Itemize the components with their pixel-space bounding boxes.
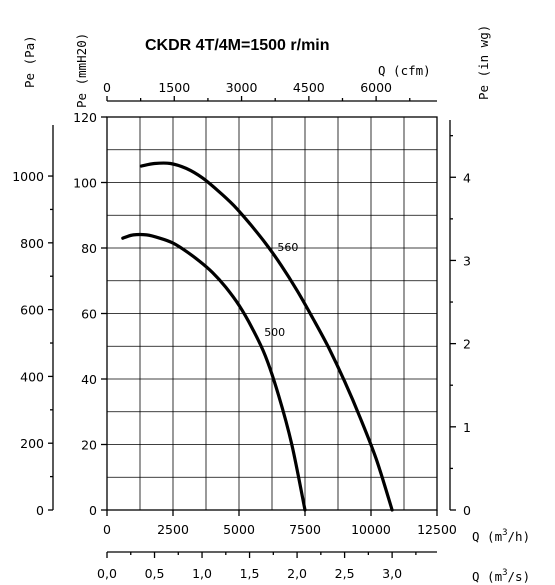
y-tick-label-mmh2o: 80 <box>81 241 97 256</box>
y-tick-label-mmh2o: 100 <box>73 176 97 191</box>
y-tick-label-mmh2o: 60 <box>81 307 97 322</box>
series-line-560 <box>139 161 394 512</box>
x-axis-label-m3h-suffix: /h) <box>508 529 531 544</box>
y-tick-label-pa: 1000 <box>12 169 44 184</box>
y-tick-label-inwg: 0 <box>463 503 471 518</box>
y-tick-label-mmh2o: 40 <box>81 372 97 387</box>
y-tick-label-mmh2o: 120 <box>73 110 97 125</box>
x-tick-label-cfm: 6000 <box>360 80 392 95</box>
y-tick-label-inwg: 4 <box>463 170 471 185</box>
y-tick-label-mmh2o: 0 <box>89 503 97 518</box>
y-tick-label-pa: 200 <box>20 436 44 451</box>
x-axis-label-m3s: Q (m3/s) <box>472 568 530 584</box>
x-axis-label-m3s-suffix: /s) <box>508 569 531 584</box>
x-axis-label-m3h-prefix: Q (m <box>472 529 502 544</box>
x-tick-label-cfm: 3000 <box>226 80 258 95</box>
x-axis-label-cfm: Q (cfm) <box>378 63 431 78</box>
x-tick-label-m3s: 3,0 <box>382 566 402 581</box>
x-tick-label-m3s: 0,0 <box>97 566 117 581</box>
series: 500 560 <box>121 161 394 512</box>
series-label-500: 500 <box>264 326 285 339</box>
chart-title: CKDR 4T/4M=1500 r/min <box>145 37 330 54</box>
grid <box>107 117 437 510</box>
y-tick-label-inwg: 3 <box>463 253 471 268</box>
x-tick-label-m3s: 1,0 <box>192 566 212 581</box>
y-tick-label-inwg: 2 <box>463 337 471 352</box>
y-tick-label-pa: 0 <box>36 503 44 518</box>
x-tick-label-cfm: 4500 <box>293 80 325 95</box>
x-tick-label-m3s: 1,5 <box>240 566 260 581</box>
x-tick-label-m3h: 5000 <box>223 522 255 537</box>
series-label-560: 560 <box>277 241 298 254</box>
x-tick-label-m3h: 2500 <box>157 522 189 537</box>
x-axis-label-m3s-sup: 3 <box>502 568 507 578</box>
y-tick-label-inwg: 1 <box>463 420 471 435</box>
series-line-500 <box>121 232 307 512</box>
x-tick-label-m3s: 2,0 <box>287 566 307 581</box>
y-tick-label-mmh2o: 20 <box>81 438 97 453</box>
x-tick-label-m3h: 7500 <box>289 522 321 537</box>
x-tick-label-m3h: 0 <box>103 522 111 537</box>
x-axis-label-m3s-prefix: Q (m <box>472 569 502 584</box>
x-tick-label-m3h: 10000 <box>351 522 391 537</box>
x-tick-label-m3s: 0,5 <box>145 566 165 581</box>
y-tick-label-pa: 400 <box>20 369 44 384</box>
y-axis-label-inwg: Pe (in wg) <box>476 25 491 100</box>
y-tick-label-pa: 600 <box>20 303 44 318</box>
x-axis-label-m3h: Q (m3/h) <box>472 528 530 544</box>
y-axis-label-pa: Pe (Pa) <box>22 35 37 88</box>
y-axis-label-mmh2o: Pe (mmH20) <box>74 33 89 108</box>
x-axis-label-m3h-sup: 3 <box>502 528 507 538</box>
y-tick-label-pa: 800 <box>20 236 44 251</box>
x-tick-label-m3s: 2,5 <box>335 566 355 581</box>
x-tick-label-m3h: 12500 <box>417 522 457 537</box>
x-tick-label-cfm: 1500 <box>158 80 190 95</box>
x-tick-label-cfm: 0 <box>103 80 111 95</box>
